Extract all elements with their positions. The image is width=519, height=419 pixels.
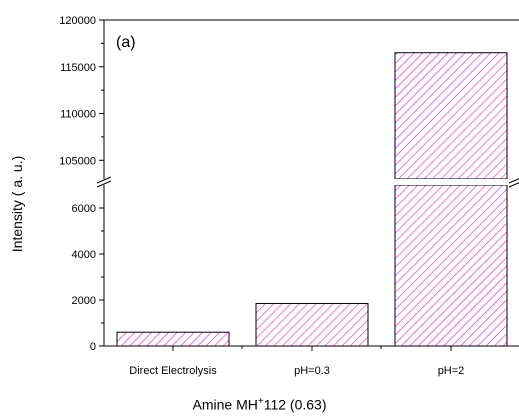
bar: [394, 184, 508, 347]
axis-break-mark: [96, 176, 112, 184]
x-tick-label: pH=0.3: [294, 365, 330, 377]
axis-break-mark: [508, 182, 519, 188]
y-tick-label: 4000: [72, 249, 96, 261]
axis-break-mark: [508, 178, 519, 184]
y-tick-label: 0: [90, 341, 96, 353]
y-tick-label: 110000: [60, 109, 96, 121]
bars-layer: [116, 52, 508, 347]
y-tick-label: 115000: [60, 62, 96, 74]
x-axis-label-prefix: Amine MH: [192, 396, 258, 413]
y-axis-label: Intensity ( a. u.): [9, 156, 25, 252]
y-tick-label: 120000: [59, 15, 96, 27]
x-tick-label: pH=2: [438, 365, 465, 377]
bar: [394, 52, 508, 180]
ticks-layer: 0 2000 4000 6000 105000 110000 115000 120000 Dir…: [59, 15, 464, 377]
x-axis-label-suffix: 112 (0.63): [263, 396, 327, 413]
y-tick-label: 105000: [59, 155, 96, 167]
axis-break-mark: [96, 180, 112, 188]
bar: [116, 331, 230, 347]
x-tick-label: Direct Electrolysis: [129, 365, 217, 377]
y-tick-label: 2000: [72, 295, 96, 307]
y-tick-label: 6000: [72, 203, 96, 215]
x-axis-label: Amine MH+112 (0.63): [0, 396, 519, 413]
panel-label: (a): [116, 34, 136, 51]
bar: [255, 302, 369, 347]
axis-break-gap: [394, 179, 508, 185]
x-axis-label-superscript: +: [257, 396, 264, 407]
